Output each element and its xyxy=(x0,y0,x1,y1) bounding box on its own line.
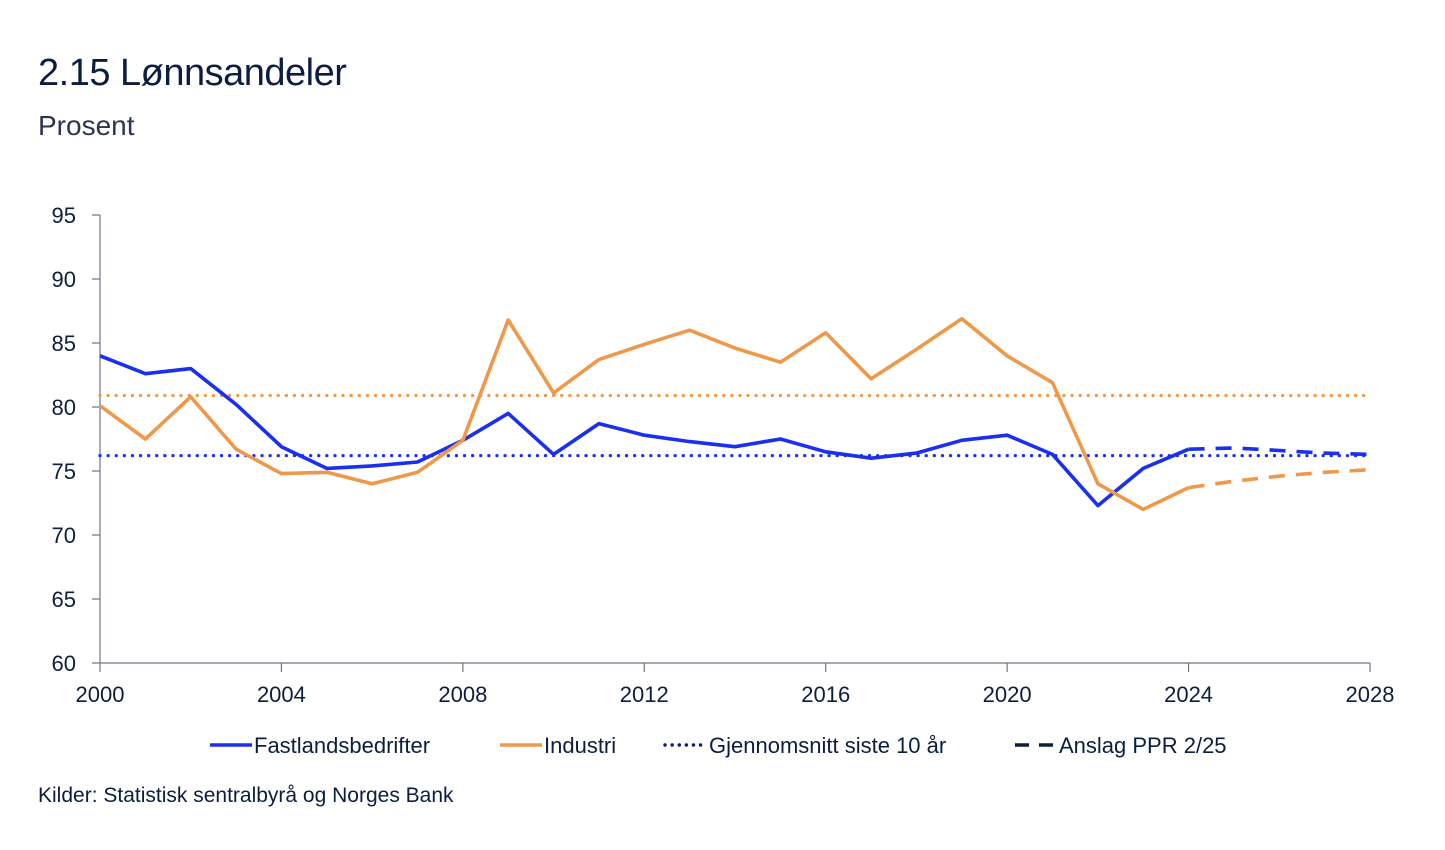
x-tick-label: 2020 xyxy=(983,682,1032,707)
y-tick-label: 95 xyxy=(52,203,76,228)
series-line xyxy=(99,354,1190,508)
y-tick-label: 75 xyxy=(52,459,76,484)
forecast-line xyxy=(1188,467,1371,490)
legend-label: Industri xyxy=(544,733,616,758)
legend: Fastlandsbedrifter Industri Gjennomsnitt s… xyxy=(210,733,1227,758)
y-tick-label: 80 xyxy=(52,395,76,420)
legend-label: Fastlandsbedrifter xyxy=(254,733,430,758)
chart-source: Kilder: Statistisk sentralbyrå og Norges… xyxy=(38,784,454,807)
x-tick-label: 2024 xyxy=(1164,682,1213,707)
legend-label: Gjennomsnitt siste 10 år xyxy=(709,733,946,758)
x-tick-label: 2004 xyxy=(257,682,306,707)
y-tick-label: 70 xyxy=(52,523,76,548)
y-tick-label: 90 xyxy=(52,267,76,292)
x-tick-label: 2016 xyxy=(801,682,850,707)
y-tick-label: 85 xyxy=(52,331,76,356)
y-tick-label: 60 xyxy=(52,651,76,676)
chart-subtitle: Prosent xyxy=(38,110,135,141)
series-lines xyxy=(98,316,1371,512)
x-tick-label: 2008 xyxy=(438,682,487,707)
x-tick-label: 2028 xyxy=(1346,682,1395,707)
chart-title: 2.15 Lønnsandeler xyxy=(38,52,347,94)
forecast-line xyxy=(1188,446,1371,457)
axes: 60 65 70 75 80 85 90 95 2000 2004 2008 2012 2016 2020… xyxy=(52,203,1395,707)
average-lines xyxy=(98,393,1372,458)
y-tick-label: 65 xyxy=(52,587,76,612)
x-tick-label: 2012 xyxy=(620,682,669,707)
x-tick-label: 2000 xyxy=(76,682,125,707)
legend-label: Anslag PPR 2/25 xyxy=(1059,733,1227,758)
series-line xyxy=(98,316,1190,512)
